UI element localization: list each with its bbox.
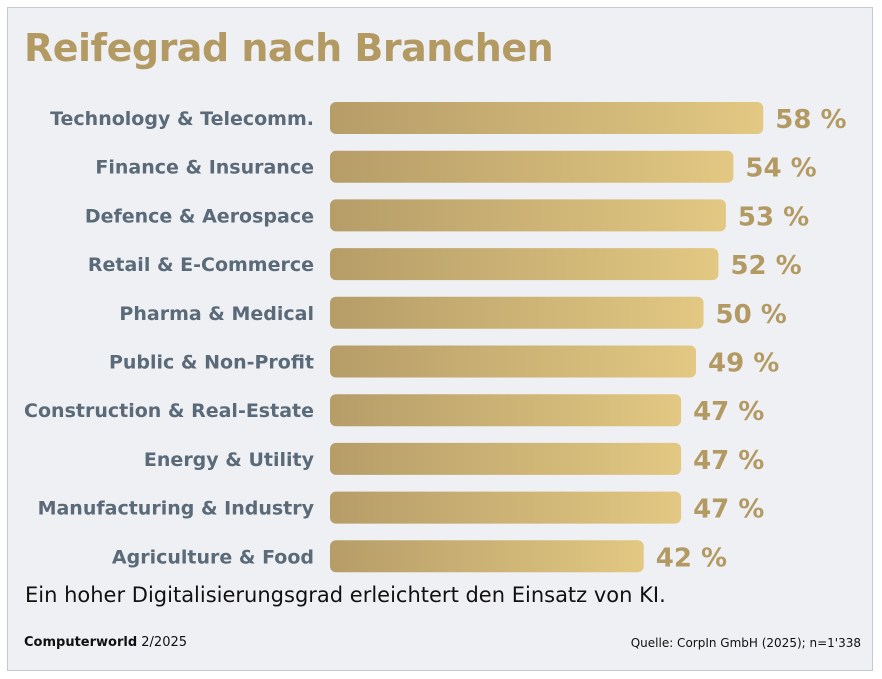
footer-source: Quelle: CorpIn GmbH (2025); n=1'338 bbox=[630, 636, 861, 650]
bar bbox=[330, 540, 644, 573]
value-label: 58 % bbox=[775, 105, 846, 135]
value-label: 47 % bbox=[693, 397, 764, 427]
value-label: 54 % bbox=[745, 154, 816, 184]
publication-issue: 2/2025 bbox=[141, 635, 188, 650]
bar bbox=[330, 102, 764, 134]
bar bbox=[330, 491, 682, 524]
category-label: Technology & Telecomm. bbox=[50, 108, 314, 130]
value-label: 52 % bbox=[730, 251, 801, 281]
category-label: Energy & Utility bbox=[144, 449, 315, 471]
category-label: Agriculture & Food bbox=[112, 546, 314, 568]
bar bbox=[330, 345, 697, 378]
footer-publication: Computerworld 2/2025 bbox=[24, 635, 187, 650]
bar bbox=[330, 394, 682, 427]
category-label: Defence & Aerospace bbox=[85, 205, 314, 227]
category-label: Retail & E-Commerce bbox=[88, 254, 314, 276]
value-label: 42 % bbox=[656, 543, 727, 573]
value-label: 47 % bbox=[693, 495, 764, 525]
value-label: 49 % bbox=[708, 349, 779, 379]
category-label: Construction & Real-Estate bbox=[24, 400, 314, 422]
publication-name: Computerworld bbox=[24, 635, 138, 650]
value-label: 47 % bbox=[693, 446, 764, 476]
bar bbox=[330, 296, 704, 329]
value-label: 53 % bbox=[738, 202, 809, 232]
bar bbox=[330, 150, 734, 183]
bar bbox=[330, 442, 682, 475]
category-label: Public & Non-Profit bbox=[109, 352, 314, 374]
category-label: Finance & Insurance bbox=[95, 157, 314, 179]
bar bbox=[330, 248, 719, 281]
value-label: 50 % bbox=[716, 300, 787, 330]
category-label: Manufacturing & Industry bbox=[38, 498, 315, 520]
chart-subtitle: Ein hoher Digitalisierungsgrad erleichte… bbox=[25, 583, 666, 607]
bar bbox=[330, 199, 726, 232]
category-label: Pharma & Medical bbox=[119, 303, 314, 325]
chart-title: Reifegrad nach Branchen bbox=[24, 26, 554, 70]
